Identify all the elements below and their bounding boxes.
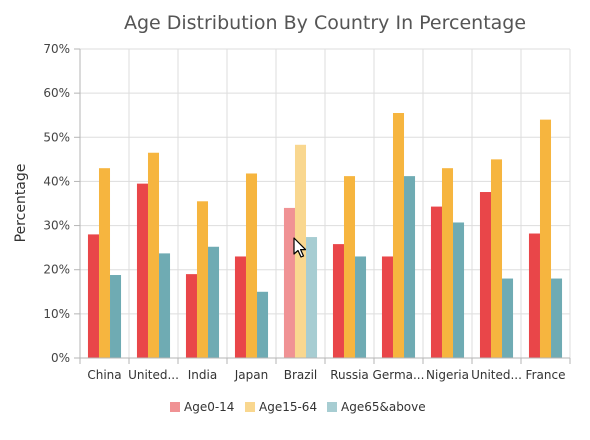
bar-age15-64-2[interactable] — [196, 201, 209, 358]
bar-age0-14-8[interactable] — [479, 192, 491, 358]
bar-age15-64-9[interactable] — [539, 119, 552, 358]
bar-age65-above-0[interactable] — [110, 275, 122, 358]
bar-age15-64-4[interactable] — [294, 144, 307, 358]
bar-age0-14-0[interactable] — [87, 234, 99, 358]
bar-age15-64-8[interactable] — [490, 159, 503, 358]
legend-swatch — [245, 402, 255, 412]
legend-item-age65-above[interactable]: Age65&above — [327, 400, 426, 414]
legend-label: Age65&above — [341, 400, 426, 414]
legend-item-age0-14[interactable]: Age0-14 — [170, 400, 234, 414]
y-tick-label: 50% — [43, 130, 70, 144]
bar-age0-14-2[interactable] — [185, 274, 197, 358]
bar-age0-14-1[interactable] — [136, 183, 148, 358]
x-tick-label: Japan — [234, 368, 268, 382]
x-tick-label: Germa... — [373, 368, 425, 382]
bar-age0-14-6[interactable] — [381, 256, 393, 358]
legend-item-age15-64[interactable]: Age15-64 — [245, 400, 317, 414]
bar-age65-above-9[interactable] — [551, 278, 563, 358]
bar-age65-above-2[interactable] — [208, 246, 220, 358]
bar-age0-14-4[interactable] — [283, 207, 295, 358]
bar-age0-14-7[interactable] — [430, 206, 442, 358]
bar-age0-14-5[interactable] — [332, 244, 344, 358]
y-tick-label: 30% — [43, 219, 70, 233]
bar-age0-14-3[interactable] — [234, 256, 246, 358]
x-tick-label: United... — [128, 368, 179, 382]
bar-age65-above-7[interactable] — [453, 222, 465, 358]
legend-label: Age15-64 — [259, 400, 317, 414]
bar-age15-64-7[interactable] — [441, 168, 454, 358]
bar-age15-64-3[interactable] — [245, 173, 258, 358]
x-tick-label: Brazil — [284, 368, 318, 382]
legend-swatch — [327, 402, 337, 412]
bar-age65-above-5[interactable] — [355, 256, 367, 358]
y-tick-label: 10% — [43, 307, 70, 321]
x-tick-label: India — [188, 368, 217, 382]
y-tick-label: 20% — [43, 263, 70, 277]
bar-age15-64-6[interactable] — [392, 113, 405, 358]
x-tick-label: Nigeria — [426, 368, 469, 382]
tick-labels: 0% 10% 20% 30% 40% 50% 60% 70% China United... Ind… — [43, 42, 565, 382]
legend: Age0-14 Age15-64 Age65&above — [170, 400, 426, 414]
chart-title: Age Distribution By Country In Percentag… — [124, 12, 526, 34]
x-tick-label: Russia — [330, 368, 369, 382]
y-tick-label: 40% — [43, 174, 70, 188]
bar-age65-above-8[interactable] — [502, 278, 514, 358]
axes — [74, 48, 571, 364]
bar-age65-above-4[interactable] — [306, 237, 318, 358]
bar-age65-above-3[interactable] — [257, 291, 269, 358]
bar-age15-64-1[interactable] — [147, 152, 160, 358]
bar-age65-above-1[interactable] — [159, 253, 171, 358]
bar-age15-64-5[interactable] — [343, 176, 356, 358]
bar-age65-above-6[interactable] — [404, 176, 416, 358]
y-tick-label: 60% — [43, 86, 70, 100]
x-tick-label: United... — [471, 368, 522, 382]
x-tick-label: China — [87, 368, 121, 382]
bar-age0-14-9[interactable] — [528, 233, 540, 358]
bars — [87, 113, 563, 358]
y-axis-title: Percentage — [13, 164, 29, 243]
bar-age15-64-0[interactable] — [98, 168, 111, 358]
gridlines — [79, 48, 571, 358]
y-tick-label: 0% — [51, 351, 70, 365]
x-tick-label: France — [526, 368, 566, 382]
legend-label: Age0-14 — [184, 400, 234, 414]
legend-swatch — [170, 402, 180, 412]
y-tick-label: 70% — [43, 42, 70, 56]
